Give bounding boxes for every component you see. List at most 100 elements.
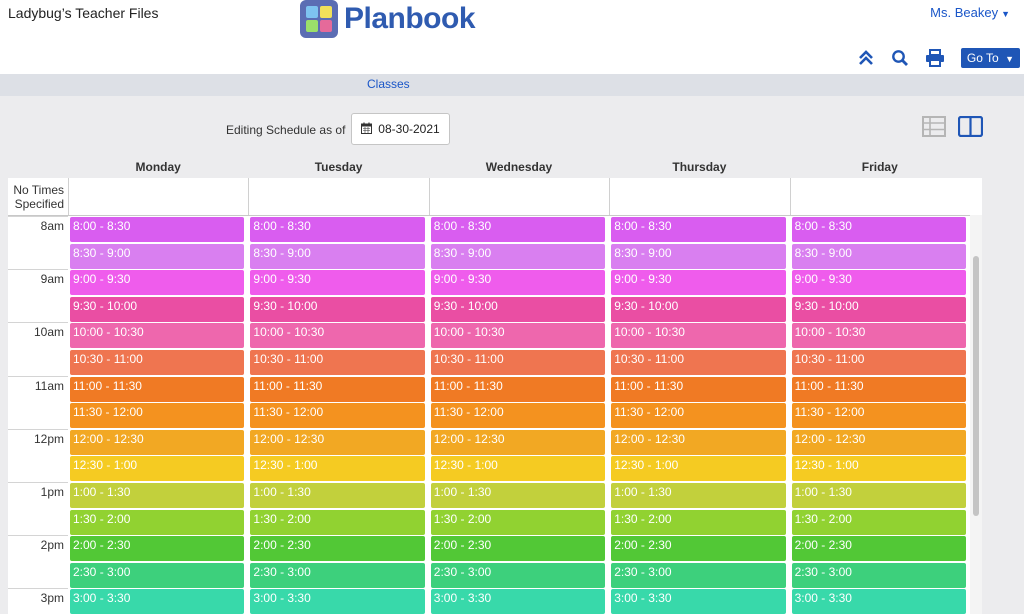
app-logo[interactable]: Planbook [300,0,476,38]
time-slot-tuesday[interactable]: 1:30 - 2:00 [250,509,425,535]
time-slot-tuesday[interactable]: 11:30 - 12:00 [250,403,425,429]
time-slot-thursday[interactable]: 11:00 - 11:30 [611,376,786,402]
time-slot-thursday[interactable]: 9:30 - 10:00 [611,296,786,322]
time-slot-thursday[interactable]: 12:30 - 1:00 [611,456,786,482]
time-slot-thursday[interactable]: 1:30 - 2:00 [611,509,786,535]
time-slot-friday[interactable]: 12:30 - 1:00 [791,456,966,482]
time-slot-monday[interactable]: 2:00 - 2:30 [70,536,245,562]
time-slot-wednesday[interactable]: 12:30 - 1:00 [430,456,606,482]
schedule-date-picker[interactable]: 08-30-2021 [351,113,450,145]
editing-label: Editing Schedule as of [226,123,346,137]
no-times-cell-friday[interactable] [789,178,971,215]
hour-label: 12pm [33,431,64,446]
double-chevron-up-icon[interactable] [857,49,875,67]
time-slot-friday[interactable]: 11:30 - 12:00 [791,403,966,429]
column-view-icon[interactable] [957,115,984,142]
time-slot-tuesday[interactable]: 10:30 - 11:00 [250,350,425,375]
time-slot-tuesday[interactable]: 2:30 - 3:00 [250,562,425,588]
time-slot-tuesday[interactable]: 3:00 - 3:30 [250,589,425,614]
time-slot-friday[interactable]: 10:30 - 11:00 [791,350,966,375]
time-slot-friday[interactable]: 12:00 - 12:30 [791,429,966,455]
time-slot-wednesday[interactable]: 10:30 - 11:00 [430,350,606,375]
time-slot-friday[interactable]: 9:30 - 10:00 [791,296,966,322]
time-slot-friday[interactable]: 1:00 - 1:30 [791,483,966,508]
time-slot-tuesday[interactable]: 8:00 - 8:30 [250,217,425,242]
time-slot-wednesday[interactable]: 10:00 - 10:30 [430,323,606,349]
time-slot-thursday[interactable]: 2:30 - 3:00 [611,562,786,588]
printer-icon[interactable] [925,49,945,67]
time-slot-monday[interactable]: 8:00 - 8:30 [70,217,245,242]
hour-label: 3pm [40,591,64,606]
goto-button[interactable]: Go To ▼ [960,48,1020,68]
hour-divider [8,269,68,271]
time-slot-monday[interactable]: 11:00 - 11:30 [70,376,245,402]
time-slot-wednesday[interactable]: 8:00 - 8:30 [430,217,606,242]
time-slot-wednesday[interactable]: 11:30 - 12:00 [430,403,606,429]
time-slot-thursday[interactable]: 2:00 - 2:30 [611,536,786,562]
classes-link[interactable]: Classes [367,77,410,91]
time-slot-friday[interactable]: 9:00 - 9:30 [791,270,966,296]
time-slot-wednesday[interactable]: 3:00 - 3:30 [430,589,606,614]
time-slot-friday[interactable]: 8:30 - 9:00 [791,243,966,269]
caret-down-icon: ▼ [1001,9,1010,19]
time-slot-tuesday[interactable]: 1:00 - 1:30 [250,483,425,508]
time-slot-monday[interactable]: 9:30 - 10:00 [70,296,245,322]
no-times-cell-tuesday[interactable] [248,178,429,215]
search-icon[interactable] [891,49,909,67]
time-slot-tuesday[interactable]: 10:00 - 10:30 [250,323,425,349]
time-slot-thursday[interactable]: 11:30 - 12:00 [611,403,786,429]
time-slot-monday[interactable]: 12:00 - 12:30 [70,429,245,455]
time-slot-wednesday[interactable]: 1:00 - 1:30 [430,483,606,508]
time-slot-monday[interactable]: 11:30 - 12:00 [70,403,245,429]
top-bar: Ladybug’s Teacher Files Planbook Ms. Bea… [0,0,1024,74]
time-slot-wednesday[interactable]: 2:30 - 3:00 [430,562,606,588]
time-slot-friday[interactable]: 11:00 - 11:30 [791,376,966,402]
time-slot-monday[interactable]: 12:30 - 1:00 [70,456,245,482]
time-slot-thursday[interactable]: 12:00 - 12:30 [611,429,786,455]
no-times-cell-thursday[interactable] [609,178,790,215]
list-view-icon[interactable] [922,116,946,142]
time-slot-friday[interactable]: 10:00 - 10:30 [791,323,966,349]
time-slot-friday[interactable]: 8:00 - 8:30 [791,217,966,242]
time-slot-monday[interactable]: 3:00 - 3:30 [70,589,245,614]
time-slot-tuesday[interactable]: 11:00 - 11:30 [250,376,425,402]
time-slot-monday[interactable]: 8:30 - 9:00 [70,243,245,269]
time-slot-wednesday[interactable]: 11:00 - 11:30 [430,376,606,402]
hour-divider [8,375,68,377]
time-slot-thursday[interactable]: 10:30 - 11:00 [611,350,786,375]
time-slot-monday[interactable]: 9:00 - 9:30 [70,270,245,296]
time-slot-friday[interactable]: 2:00 - 2:30 [791,536,966,562]
time-slot-wednesday[interactable]: 1:30 - 2:00 [430,509,606,535]
time-slot-thursday[interactable]: 8:00 - 8:30 [611,217,786,242]
time-slot-thursday[interactable]: 8:30 - 9:00 [611,243,786,269]
no-times-cell-monday[interactable] [68,178,249,215]
time-slot-tuesday[interactable]: 12:00 - 12:30 [250,429,425,455]
time-slot-monday[interactable]: 1:30 - 2:00 [70,509,245,535]
time-slot-thursday[interactable]: 1:00 - 1:30 [611,483,786,508]
time-slot-tuesday[interactable]: 9:00 - 9:30 [250,270,425,296]
time-slot-monday[interactable]: 2:30 - 3:00 [70,562,245,588]
no-times-cell-wednesday[interactable] [428,178,610,215]
time-slot-friday[interactable]: 3:00 - 3:30 [791,589,966,614]
time-slot-friday[interactable]: 1:30 - 2:00 [791,509,966,535]
time-slot-wednesday[interactable]: 2:00 - 2:30 [430,536,606,562]
time-slot-tuesday[interactable]: 12:30 - 1:00 [250,456,425,482]
scrollbar-thumb[interactable] [973,256,979,516]
time-slot-wednesday[interactable]: 9:30 - 10:00 [430,296,606,322]
user-menu[interactable]: Ms. Beakey ▼ [930,5,1010,20]
time-slot-friday[interactable]: 2:30 - 3:00 [791,562,966,588]
time-slot-monday[interactable]: 10:30 - 11:00 [70,350,245,375]
time-slot-tuesday[interactable]: 9:30 - 10:00 [250,296,425,322]
time-slot-monday[interactable]: 1:00 - 1:30 [70,483,245,508]
time-slot-monday[interactable]: 10:00 - 10:30 [70,323,245,349]
time-slot-tuesday[interactable]: 8:30 - 9:00 [250,243,425,269]
time-slot-wednesday[interactable]: 8:30 - 9:00 [430,243,606,269]
time-slot-thursday[interactable]: 10:00 - 10:30 [611,323,786,349]
time-slot-thursday[interactable]: 3:00 - 3:30 [611,589,786,614]
day-header-monday: Monday [135,160,181,174]
time-slot-wednesday[interactable]: 9:00 - 9:30 [430,270,606,296]
time-slot-wednesday[interactable]: 12:00 - 12:30 [430,429,606,455]
day-headers: Monday Tuesday Wednesday Thursday Friday [68,160,970,178]
time-slot-thursday[interactable]: 9:00 - 9:30 [611,270,786,296]
time-slot-tuesday[interactable]: 2:00 - 2:30 [250,536,425,562]
